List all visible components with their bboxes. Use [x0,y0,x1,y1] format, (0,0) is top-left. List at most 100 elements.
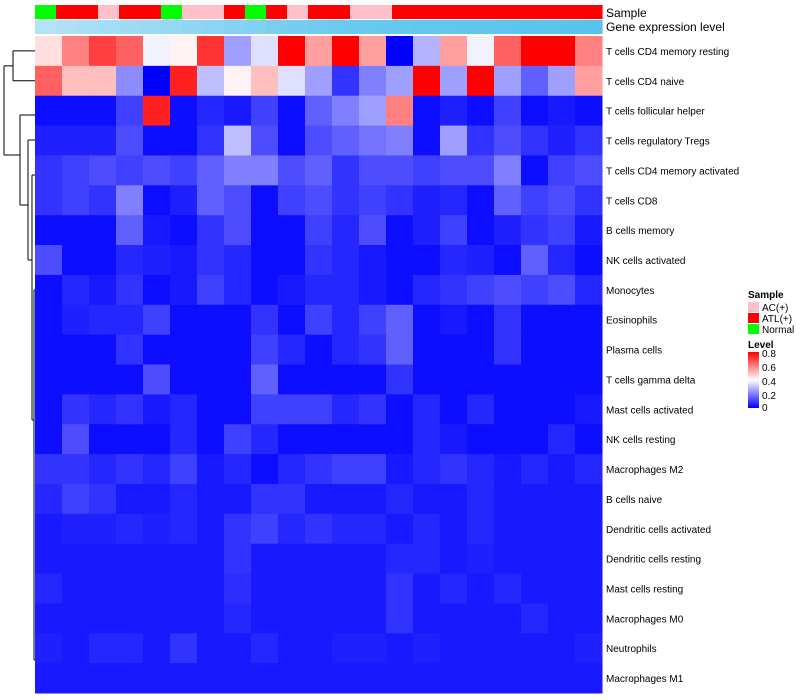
heatmap-cell [170,364,198,395]
heatmap-cell [278,95,306,127]
heatmap-cell [89,633,117,664]
heatmap-cell [35,215,63,246]
heatmap-cell [575,274,603,306]
heatmap-cell [35,185,63,216]
expression-annotation-cell [476,20,498,34]
heatmap-cell [62,573,90,604]
heatmap-cell [62,543,90,575]
heatmap-cell [575,245,603,276]
heatmap-cell [197,483,225,515]
heatmap-cell [278,125,306,156]
heatmap-cell [116,185,144,216]
expression-annotation-cell [455,20,477,34]
heatmap-cell [224,304,252,336]
sample-annotation-cell [98,5,120,19]
heatmap-cell [359,155,387,186]
heatmap-cell [413,36,441,67]
heatmap-cell [467,245,495,276]
heatmap-cell [89,125,117,156]
heatmap-cell [62,334,90,365]
heatmap-cell [278,603,306,634]
heatmap-cell [62,125,90,156]
heatmap-cell [521,633,549,664]
heatmap-cell [440,483,468,515]
heatmap-cell [143,483,171,515]
heatmap-cell [197,155,225,186]
heatmap-cell [521,65,549,97]
heatmap-cell [359,543,387,575]
heatmap-cell [386,394,414,425]
sample-annotation-cell [224,5,246,19]
heatmap-cell [386,65,414,97]
heatmap-cell [278,394,306,425]
expression-annotation-cell [308,20,330,34]
heatmap-cell [332,424,360,455]
heatmap-cell [440,543,468,575]
expression-annotation-cell [413,20,435,34]
heatmap-cell [35,364,63,395]
heatmap-cell [224,513,252,545]
heatmap-cell [35,603,63,634]
heatmap-cell [197,663,225,694]
heatmap-cell [170,543,198,575]
heatmap-cell [413,215,441,246]
heatmap-cell [89,274,117,306]
heatmap-cell [62,36,90,67]
expression-annotation-cell [581,20,603,34]
heatmap-cell [224,394,252,425]
heatmap-cell [548,543,576,575]
heatmap-cell [278,573,306,604]
heatmap-cell [305,543,333,575]
heatmap-cell [170,424,198,455]
heatmap-cell [440,454,468,485]
heatmap-cell [116,633,144,664]
sample-annotation-cell [203,5,225,19]
heatmap-cell [305,364,333,395]
heatmap-cell [251,364,279,395]
heatmap-cell [278,513,306,545]
sample-annotation-cell [455,5,477,19]
heatmap-cell [332,334,360,365]
sample-annotation-bar [35,5,603,19]
heatmap-cell [521,185,549,216]
heatmap-cell [575,573,603,604]
heatmap-cell [413,245,441,276]
heatmap-cell [521,215,549,246]
heatmap-cell [467,36,495,67]
heatmap-cell [89,304,117,336]
heatmap-cell [440,513,468,545]
heatmap-cell [413,65,441,97]
heatmap-cell [575,215,603,246]
heatmap-cell [521,513,549,545]
heatmap-cell [143,454,171,485]
expression-annotation-cell [350,20,372,34]
heatmap-cell [116,364,144,395]
heatmap-cell [89,394,117,425]
heatmap-cell [89,424,117,455]
heatmap-cell [89,155,117,186]
row-label: T cells regulatory Tregs [606,137,710,148]
heatmap-cell [116,334,144,365]
heatmap-cell [494,513,522,545]
expression-annotation-cell [371,20,393,34]
heatmap-cell [224,95,252,127]
heatmap-cell [413,334,441,365]
heatmap-cell [278,65,306,97]
heatmap-cell [305,304,333,336]
heatmap-cell [332,245,360,276]
heatmap-cell [305,663,333,694]
row-label: Macrophages M0 [606,614,684,625]
heatmap-cell [467,334,495,365]
heatmap-cell [332,155,360,186]
heatmap-cell [440,245,468,276]
heatmap-cell [575,364,603,395]
heatmap-cell [35,663,63,694]
heatmap-cell [521,334,549,365]
heatmap-cell [359,274,387,306]
heatmap-cell [197,603,225,634]
heatmap-cell [332,543,360,575]
heatmap-cell [359,36,387,67]
heatmap-cell [170,304,198,336]
heatmap-cell [197,424,225,455]
heatmap-cell [413,185,441,216]
